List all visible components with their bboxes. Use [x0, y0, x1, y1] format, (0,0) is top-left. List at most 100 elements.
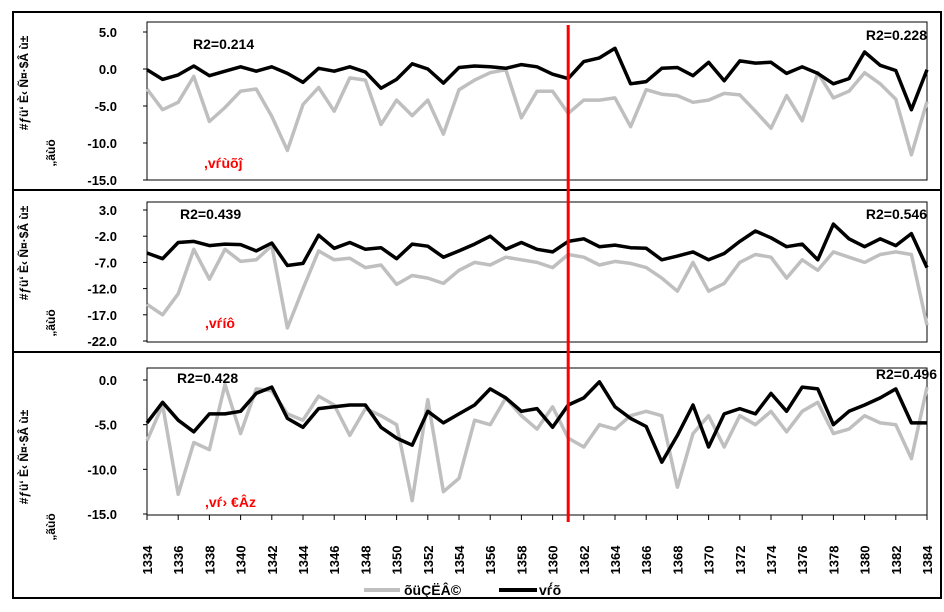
panel-label: ,vѓ› €Âz: [205, 493, 256, 510]
x-tick-label: 1356: [483, 546, 498, 575]
y-axis-title: #ƒü‘ È‹ Ñ¤·$Â ù± „ãùö: [16, 409, 58, 540]
y-axis-title-line-1: #ƒü‘ È‹ Ñ¤·$Â ù±: [16, 35, 31, 130]
legend-label-black: vѓ́õ: [539, 582, 561, 598]
y-tick-label: 3.0: [99, 203, 117, 218]
legend: õüÇЁÂ© vѓ́õ: [364, 581, 561, 598]
x-tick-group: 1380: [858, 546, 873, 575]
y-axis-title-line-2: „ãùö: [44, 513, 58, 540]
plot-area: [146, 201, 928, 343]
plot-area: [146, 367, 928, 516]
x-tick-group: 1362: [577, 546, 592, 575]
x-tick-group: 1336: [171, 546, 186, 575]
y-tick-label: -15.0: [87, 173, 117, 188]
x-tick-label: 1360: [546, 546, 561, 575]
y-axis-title: #ƒü‘ È‹ Ñ¤·$Â ù± „ãùö: [16, 35, 58, 166]
x-tick-group: 1372: [733, 546, 748, 575]
series-line-black: [146, 222, 929, 269]
x-tick-label: 1368: [670, 546, 685, 575]
x-tick-label: 1372: [733, 546, 748, 575]
x-tick-group: 1374: [764, 545, 779, 575]
x-tick-group: 1378: [826, 546, 841, 575]
panel-label: ,vѓíô: [205, 315, 235, 331]
chart-frame: [12, 11, 942, 599]
x-tick-label: 1362: [577, 546, 592, 575]
x-tick-group: 1384: [920, 545, 935, 575]
y-axis-title: #ƒü‘ È‹ Ñ¤·$Â ù± „ãùö: [16, 205, 58, 336]
r2-right-label: R2=0.228: [866, 27, 927, 43]
x-tick-group: 1350: [390, 546, 405, 575]
panel-label-backdrop: [192, 491, 288, 513]
r2-right-label: R2=0.546: [866, 206, 927, 222]
x-tick-label: 1342: [265, 546, 280, 575]
panel-1: 5.0 0.0 -5.0 -10.0 -15.0 #ƒü‘ È‹ Ñ¤·$Â ù± „ãùö…: [13, 21, 941, 191]
y-tick-label: 5.0: [99, 25, 117, 40]
x-tick-group: 1352: [421, 546, 436, 575]
x-tick-label: 1344: [296, 545, 311, 575]
x-tick-group: 1346: [327, 546, 342, 575]
y-tick-label: -10.0: [87, 136, 117, 151]
x-tick-label: 1374: [764, 545, 779, 575]
r2-right-label: R2=0.496: [876, 366, 937, 382]
x-tick-label: 1384: [920, 545, 935, 575]
x-tick-group: 1368: [670, 546, 685, 575]
legend-label-gray: õüÇЁÂ©: [404, 581, 462, 598]
x-tick-label: 1382: [889, 546, 904, 575]
x-tick-label: 1370: [702, 546, 717, 575]
panel-label-backdrop: [192, 152, 276, 174]
x-tick-label: 1336: [171, 546, 186, 575]
y-axis-title-line-2: „ãùö: [44, 309, 58, 336]
y-tick-label: -12.0: [87, 282, 117, 297]
y-tick-label: -15.0: [87, 507, 117, 522]
y-tick-label: -17.0: [87, 308, 117, 323]
y-tick-label: -7.0: [95, 255, 117, 270]
x-tick-group: 1382: [889, 546, 904, 575]
y-tick-label: -2.0: [95, 229, 117, 244]
x-tick-label: 1358: [514, 546, 529, 575]
series-line-gray: [146, 243, 929, 330]
x-tick-group: 1360: [546, 546, 561, 575]
x-tick-label: 1366: [639, 546, 654, 575]
series-line-black: [146, 46, 929, 112]
x-tick-label: 1350: [390, 546, 405, 575]
x-tick-group: 1366: [639, 546, 654, 575]
x-tick-group: 1354: [452, 545, 467, 575]
y-axis-title-line-1: #ƒü‘ È‹ Ñ¤·$Â ù±: [16, 409, 31, 504]
x-tick-group: 1364: [608, 545, 623, 575]
panel-label-backdrop: [192, 312, 272, 334]
panel-3: 0.0 -5.0 -10.0 -15.0 #ƒü‘ È‹ Ñ¤·$Â ù± „ãùö R2=…: [16, 366, 937, 541]
x-tick-label: 1348: [358, 546, 373, 575]
x-tick-group: 1348: [358, 546, 373, 575]
y-tick-label: 0.0: [99, 373, 117, 388]
y-tick-label: -10.0: [87, 462, 117, 477]
y-axis-title-line-2: „ãùö: [44, 139, 58, 166]
r2-left-label: R2=0.439: [180, 206, 241, 222]
y-tick-label: -22.0: [87, 334, 117, 349]
x-tick-label: 1334: [140, 545, 155, 575]
x-tick-label: 1354: [452, 545, 467, 575]
panel-label: ,vѓùõĵ: [204, 155, 244, 171]
x-tick-group: 1358: [514, 546, 529, 575]
x-tick-label: 1378: [826, 546, 841, 575]
x-tick-label: 1340: [234, 546, 249, 575]
y-tick-label: 0.0: [99, 62, 117, 77]
x-tick-group: 1376: [795, 546, 810, 575]
x-tick-group: 1334: [140, 545, 155, 575]
r2-left-label: R2=0.428: [177, 370, 238, 386]
x-tick-group: 1344: [296, 545, 311, 575]
x-tick-group: 1338: [202, 546, 217, 575]
x-tick-label: 1380: [858, 546, 873, 575]
series-line-gray: [145, 382, 929, 503]
x-axis: 1334 1336 1338 1340 1342 1344 1346 1348 1350 1352…: [140, 515, 935, 574]
x-tick-group: 1342: [265, 546, 280, 575]
x-tick-group: 1340: [234, 546, 249, 575]
x-tick-label: 1364: [608, 545, 623, 575]
panel-2: 3.0 -2.0 -7.0 -12.0 -17.0 -22.0 #ƒü‘ È‹ Ñ¤·$Â …: [13, 201, 941, 353]
series-line-black: [145, 380, 927, 464]
y-axis-title-line-1: #ƒü‘ È‹ Ñ¤·$Â ù±: [16, 205, 31, 300]
x-tick-group: 1370: [702, 546, 717, 575]
x-tick-label: 1376: [795, 546, 810, 575]
r2-left-label: R2=0.214: [193, 36, 254, 52]
x-tick-label: 1346: [327, 546, 342, 575]
x-tick-label: 1352: [421, 546, 436, 575]
